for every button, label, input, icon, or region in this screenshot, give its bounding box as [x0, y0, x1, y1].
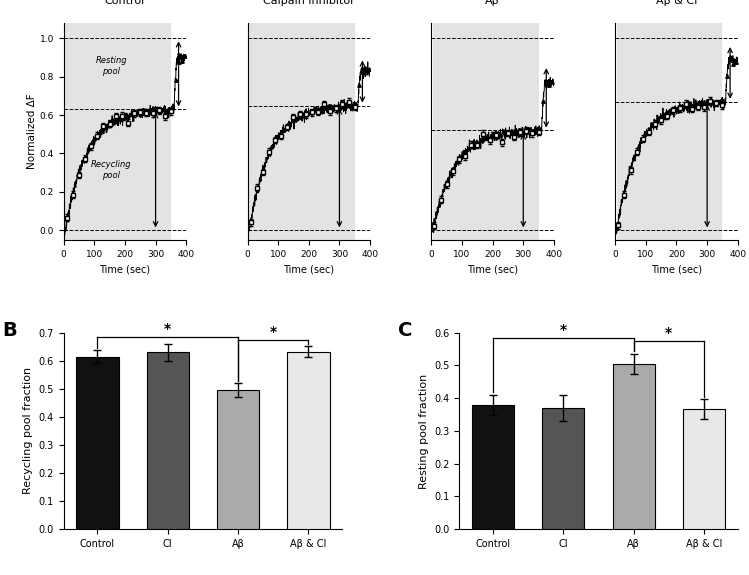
Y-axis label: Normalized ΔF: Normalized ΔF [27, 94, 37, 169]
Bar [542, 408, 584, 529]
Title: Control: Control [105, 0, 145, 6]
Title: Calpain inhibitor: Calpain inhibitor [263, 0, 355, 6]
Bar [249, 23, 355, 240]
Bar [613, 364, 655, 529]
Title: Aβ & CI: Aβ & CI [656, 0, 697, 6]
X-axis label: Time (sec): Time (sec) [651, 264, 702, 274]
Bar [147, 352, 189, 529]
Y-axis label: Resting pool fraction: Resting pool fraction [419, 373, 428, 489]
X-axis label: Time (sec): Time (sec) [100, 264, 151, 274]
Bar [217, 390, 259, 529]
Title: Aβ: Aβ [485, 0, 500, 6]
Text: Recycling
pool: Recycling pool [91, 160, 132, 179]
X-axis label: Time (sec): Time (sec) [467, 264, 518, 274]
Bar [472, 405, 514, 529]
Text: C: C [398, 321, 412, 340]
X-axis label: Time (sec): Time (sec) [283, 264, 334, 274]
Text: *: * [164, 322, 172, 336]
Text: B: B [2, 321, 17, 340]
Bar [65, 23, 171, 240]
Bar [76, 356, 118, 529]
Bar [433, 23, 539, 240]
Bar [616, 23, 723, 240]
Bar [288, 352, 330, 529]
Text: *: * [270, 325, 277, 339]
Text: Resting
pool: Resting pool [95, 56, 127, 76]
Bar [683, 409, 725, 529]
Text: *: * [665, 326, 673, 340]
Text: *: * [560, 323, 567, 337]
Y-axis label: Recycling pool fraction: Recycling pool fraction [23, 367, 33, 494]
